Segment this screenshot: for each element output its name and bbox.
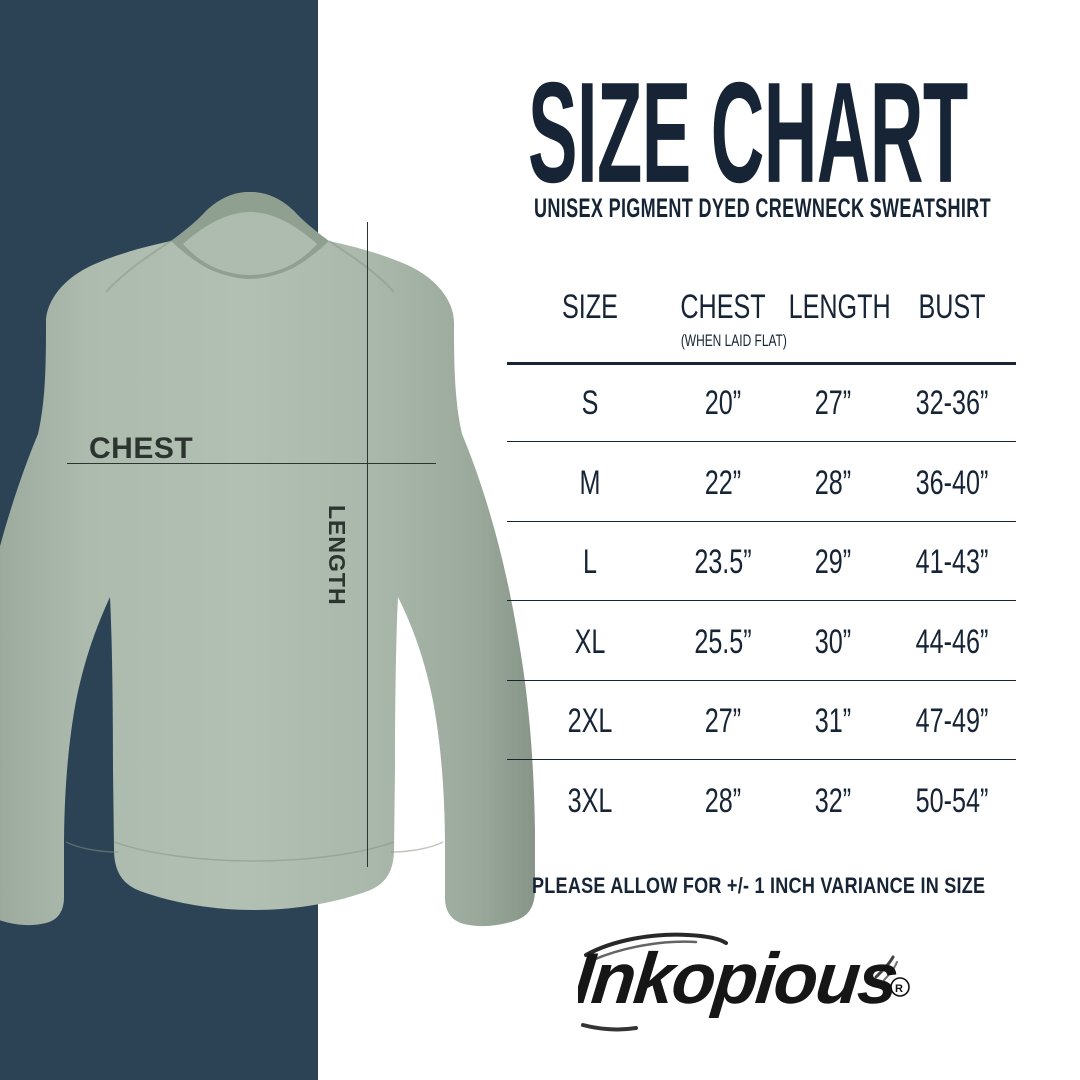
svg-text:R: R: [895, 983, 903, 995]
svg-text:Inkopious: Inkopious: [578, 939, 900, 1019]
